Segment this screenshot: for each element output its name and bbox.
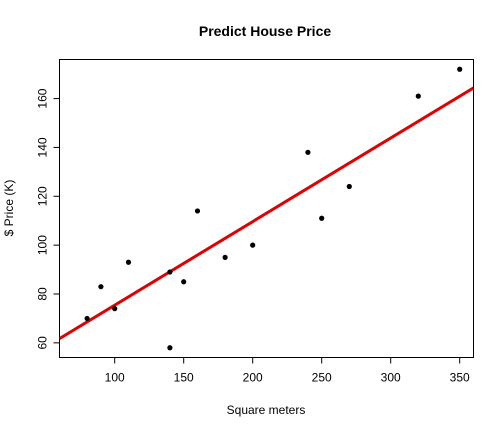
data-points bbox=[84, 66, 463, 351]
data-point bbox=[194, 208, 201, 214]
y-tick-label: 140 bbox=[36, 137, 50, 157]
y-tick-label: 80 bbox=[36, 287, 50, 301]
data-point bbox=[415, 93, 421, 99]
data-point bbox=[319, 215, 325, 221]
regression-line bbox=[59, 86, 474, 340]
x-tick-label: 300 bbox=[381, 371, 401, 385]
data-point bbox=[457, 66, 463, 72]
data-point bbox=[125, 259, 132, 265]
data-point bbox=[167, 345, 173, 351]
x-tick-label: 250 bbox=[312, 371, 332, 385]
chart-title: Predict House Price bbox=[199, 23, 331, 39]
data-point bbox=[222, 254, 228, 260]
y-axis-label: $ Price (K) bbox=[2, 180, 16, 237]
data-point bbox=[181, 279, 187, 285]
y-tick-label: 60 bbox=[36, 336, 50, 350]
plot-frame bbox=[59, 59, 474, 358]
data-point bbox=[167, 269, 173, 275]
x-axis-label: Square meters bbox=[227, 403, 306, 417]
x-tick-label: 350 bbox=[450, 371, 470, 385]
x-tick-label: 150 bbox=[174, 371, 194, 385]
data-point bbox=[250, 242, 256, 248]
data-point bbox=[346, 183, 352, 190]
y-axis: 60 80 100 120 140 160 bbox=[36, 88, 60, 350]
data-point bbox=[305, 149, 311, 155]
data-point bbox=[112, 306, 118, 312]
y-tick-label: 160 bbox=[36, 88, 50, 108]
y-tick-label: 120 bbox=[36, 186, 50, 206]
y-tick-label: 100 bbox=[36, 235, 50, 255]
x-tick-label: 100 bbox=[105, 371, 125, 385]
data-point bbox=[98, 284, 104, 290]
x-axis: 100 150 200 250 300 350 bbox=[105, 357, 470, 385]
x-tick-label: 200 bbox=[243, 371, 263, 385]
data-point bbox=[84, 315, 90, 322]
